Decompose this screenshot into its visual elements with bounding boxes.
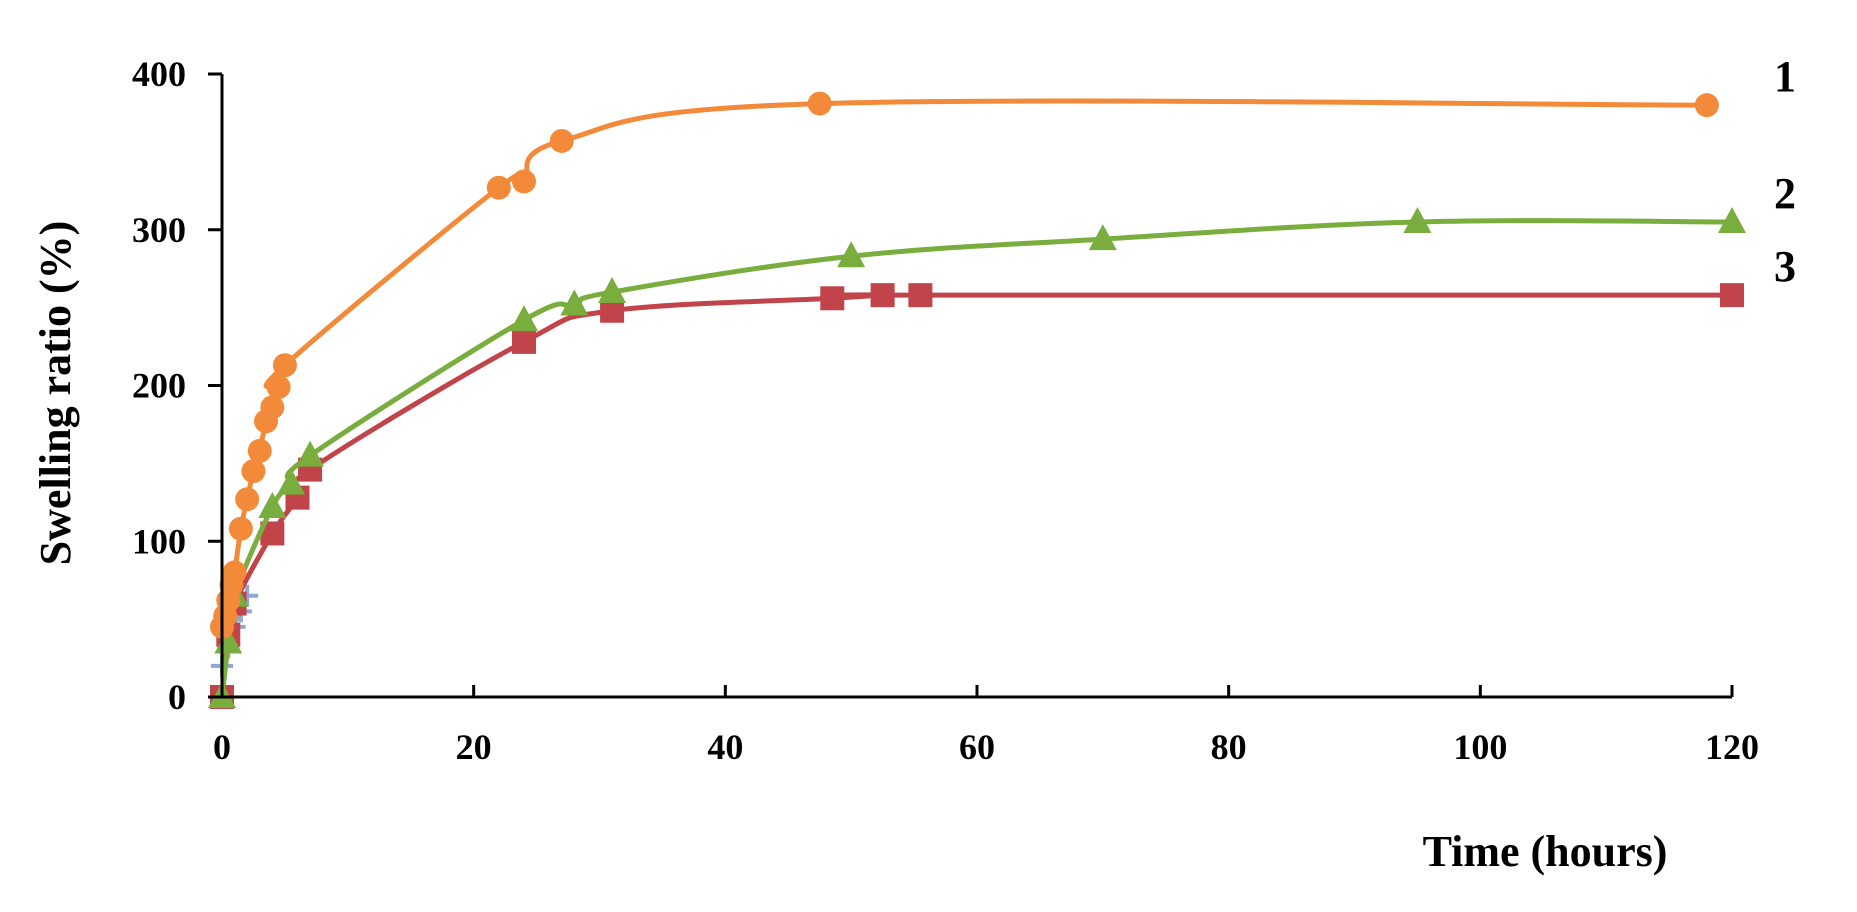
y-tick-label: 100 (132, 521, 186, 561)
tick-labels: 0 20 40 60 80 100 120 0 100 200 300 400 (132, 54, 1759, 767)
data-point (247, 438, 272, 463)
series-end-labels: 1 2 3 (1774, 52, 1796, 291)
y-tick-label: 0 (168, 677, 186, 717)
series-layer (208, 91, 1746, 709)
data-point (820, 286, 845, 311)
data-point (260, 395, 285, 420)
data-point (486, 175, 511, 200)
data-point (1718, 206, 1746, 233)
data-point (1403, 206, 1432, 233)
data-point (837, 241, 866, 268)
data-point (266, 375, 291, 400)
x-tick-label: 60 (959, 727, 995, 767)
series-3 (210, 283, 1744, 709)
data-point (1694, 93, 1719, 118)
y-tick-label: 200 (132, 366, 186, 406)
data-point (258, 491, 287, 518)
x-tick-label: 20 (456, 727, 492, 767)
series-line (219, 292, 1732, 698)
x-axis-title: Time (hours) (1423, 827, 1668, 876)
data-point (510, 305, 538, 332)
axes (208, 72, 1734, 699)
data-point (296, 440, 325, 467)
series-end-label-1: 1 (1774, 52, 1796, 101)
data-point (228, 516, 253, 541)
x-tick-label: 100 (1453, 727, 1507, 767)
series-2 (208, 206, 1746, 708)
x-tick-label: 40 (707, 727, 743, 767)
data-point (807, 91, 832, 116)
x-tick-label: 80 (1211, 727, 1247, 767)
y-axis-title: Swelling ratio (%) (31, 221, 80, 566)
data-point (272, 353, 297, 378)
data-point (241, 459, 266, 484)
data-point (870, 283, 895, 308)
series-line (219, 98, 1707, 628)
data-point (598, 277, 627, 304)
x-tick-label: 0 (213, 727, 231, 767)
data-point (222, 560, 247, 585)
data-point (1720, 283, 1744, 308)
y-tick-label: 300 (132, 210, 186, 250)
series-line (219, 218, 1733, 698)
series-end-label-3: 3 (1774, 242, 1796, 291)
data-point (512, 169, 536, 194)
data-point (908, 283, 933, 308)
data-point (277, 468, 306, 495)
y-tick-label: 400 (132, 54, 186, 94)
series-end-label-2: 2 (1774, 169, 1796, 218)
series-1 (210, 91, 1719, 639)
x-tick-label: 120 (1705, 727, 1759, 767)
data-point (1088, 224, 1117, 251)
data-point (235, 487, 260, 512)
data-point (512, 329, 536, 354)
data-point (549, 128, 574, 153)
data-point (560, 289, 589, 316)
